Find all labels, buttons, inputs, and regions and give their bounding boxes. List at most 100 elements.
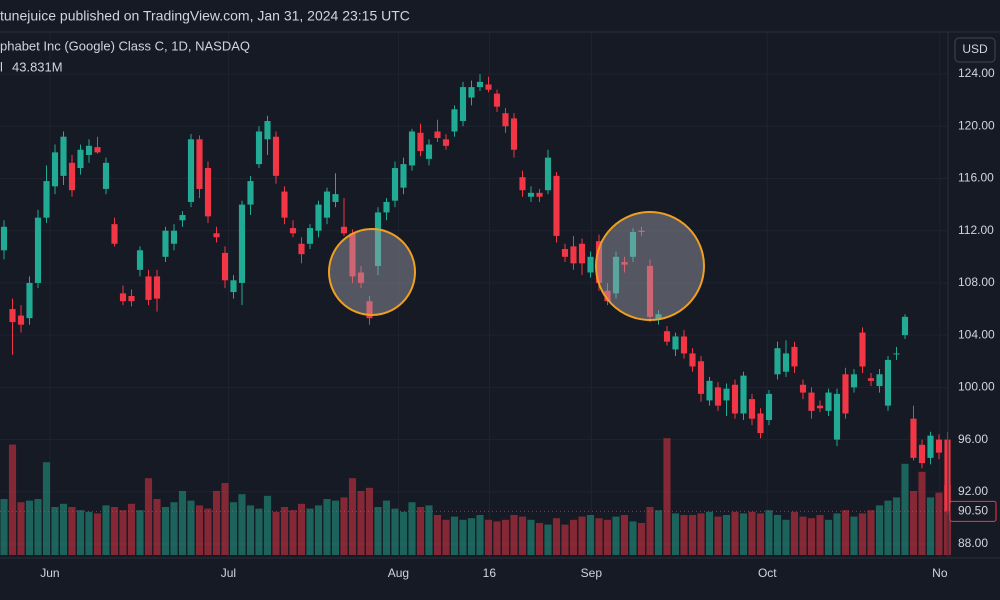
volume-bar [229, 502, 238, 555]
candle-body [697, 361, 705, 394]
candle-body [213, 233, 220, 238]
currency-button[interactable] [954, 37, 996, 63]
candle-body [102, 162, 110, 189]
x-tick-label: Jul [221, 566, 236, 580]
candle-body [893, 353, 900, 355]
candle-body [629, 232, 637, 257]
volume-bar [8, 444, 17, 555]
volume-bar [926, 497, 935, 555]
volume-bar [909, 491, 918, 555]
candle-body [680, 336, 688, 354]
y-tick-label: 104.00 [958, 327, 995, 341]
candle-body [561, 248, 569, 257]
y-tick-label: 108.00 [958, 275, 995, 289]
candle-body [179, 215, 186, 221]
axes: 88.00 92.00 96.00 100.00 104.00 108.00 112.00 1… [0, 66, 997, 580]
candle-body [9, 309, 16, 323]
volume-bar [535, 523, 544, 555]
candle-body [595, 241, 603, 283]
volume-bar [246, 505, 255, 555]
highlight-circle [328, 228, 416, 316]
volume-bar [365, 487, 374, 555]
candle-body [94, 147, 101, 153]
candle-body [918, 444, 926, 464]
volume-bar [357, 491, 365, 555]
volume-bar [773, 515, 782, 555]
volume-bar [629, 521, 637, 555]
candle-body [264, 121, 271, 140]
candle-body [162, 230, 169, 257]
volume-bar [671, 513, 680, 555]
volume-bar [578, 516, 586, 555]
volume-bar [76, 510, 85, 555]
volume-bar [637, 523, 646, 555]
candle-body [153, 276, 161, 299]
candle-body [825, 392, 832, 411]
volume-bar [187, 500, 195, 555]
volume-bar [756, 513, 765, 555]
candle-body [799, 384, 807, 393]
volume-bar [510, 515, 518, 555]
candle-body [68, 162, 76, 191]
volume-bar [476, 515, 484, 555]
candle-body [927, 435, 934, 458]
candle-body [332, 194, 339, 202]
candle-body [536, 192, 543, 197]
candle-body [400, 164, 407, 188]
volume-bar [790, 511, 799, 555]
candle-body [689, 353, 696, 367]
candle-body [553, 175, 560, 236]
volume-bar [901, 463, 909, 555]
candle-body [867, 378, 875, 381]
candle-body [357, 272, 365, 283]
candle-body [434, 131, 441, 139]
volume-bar [714, 516, 722, 555]
x-tick-label: 16 [483, 566, 497, 580]
volume-bar [272, 511, 280, 555]
candle-body [935, 439, 943, 453]
volume-bar [204, 508, 212, 555]
candle-body [884, 359, 892, 406]
candle-body [808, 392, 815, 411]
volume-bar [867, 510, 875, 555]
volume-bar [263, 495, 272, 555]
candle-body [247, 181, 254, 205]
volume-bar [518, 516, 527, 555]
candle-layer [0, 74, 951, 515]
volume-bar [433, 515, 442, 555]
volume-bar [25, 500, 34, 555]
x-tick-label: Aug [388, 566, 409, 580]
volume-bar [85, 511, 93, 555]
candle-body [468, 87, 475, 98]
volume-bar [170, 502, 178, 555]
volume-bar [892, 497, 901, 555]
candle-body [111, 224, 118, 244]
volume-bar [280, 507, 289, 555]
candle-body [774, 348, 781, 375]
volume-bar [561, 524, 569, 555]
highlight-circle [595, 211, 705, 321]
currency-label[interactable]: USD [962, 42, 988, 56]
candle-body [765, 393, 773, 421]
y-tick-label: 88.00 [958, 536, 988, 550]
volume-bar [348, 478, 357, 555]
candle-body [502, 113, 509, 127]
volume-bar [399, 511, 408, 555]
volume-bar [680, 515, 688, 555]
candle-body [442, 139, 450, 146]
volume-bar [17, 502, 25, 555]
candle-body [578, 243, 586, 264]
candle-body [77, 149, 84, 169]
x-tick-label: Jun [40, 566, 59, 580]
candle-body [34, 217, 42, 283]
candle-body [663, 331, 671, 342]
candle-body [26, 282, 33, 319]
candle-body [740, 375, 747, 414]
volume-bar [416, 507, 425, 555]
candle-body [519, 177, 526, 191]
y-tick-label: 124.00 [958, 66, 995, 80]
volume-bar [68, 507, 76, 555]
candle-body [187, 139, 195, 202]
volume-bar [807, 518, 816, 555]
candle-body [731, 384, 739, 414]
